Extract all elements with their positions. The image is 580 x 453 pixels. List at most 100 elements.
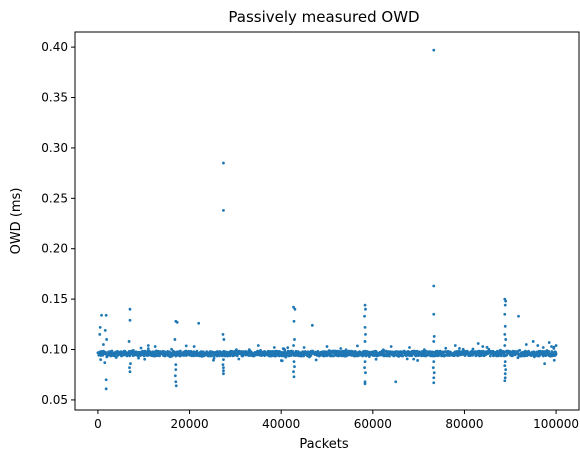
scatter-point — [105, 338, 109, 341]
scatter-point — [550, 350, 554, 353]
scatter-point — [517, 314, 520, 318]
scatter-point — [344, 348, 348, 352]
scatter-point — [503, 312, 507, 316]
scatter-point — [179, 349, 182, 353]
scatter-point — [432, 48, 436, 52]
scatter-point — [401, 354, 405, 358]
scatter-point — [103, 361, 107, 365]
scatter-point — [170, 347, 173, 351]
scatter-point — [503, 372, 507, 376]
scatter-point — [444, 346, 448, 350]
y-tick-label: 0.40 — [41, 40, 68, 54]
scatter-point — [302, 346, 306, 349]
scatter-point — [137, 356, 140, 360]
scatter-point — [485, 345, 489, 349]
scatter-point — [504, 299, 508, 303]
scatter-point — [503, 379, 507, 383]
scatter-point — [432, 371, 436, 375]
scatter-point — [292, 360, 296, 364]
scatter-point — [114, 356, 118, 359]
scatter-point — [292, 305, 295, 309]
plot-frame — [74, 31, 580, 411]
y-tick-label: 0.10 — [41, 343, 68, 357]
scatter-point — [293, 338, 296, 341]
scatter-point — [104, 313, 108, 317]
scatter-point — [222, 209, 225, 212]
y-tick-label: 0.05 — [41, 393, 68, 407]
y-tick-label: 0.25 — [41, 191, 68, 205]
scatter-point — [127, 340, 131, 343]
scatter-point — [503, 344, 507, 347]
scatter-point — [552, 358, 556, 362]
scatter-point — [292, 370, 295, 374]
scatter-point — [405, 357, 409, 361]
scatter-point — [476, 342, 480, 345]
y-axis: 0.05 0.10 0.15 0.20 0.25 0.30 0.35 0.40 — [41, 40, 75, 407]
scatter-point — [128, 307, 132, 311]
scatter-point — [222, 366, 225, 370]
x-tick-label: 60000 — [354, 417, 392, 431]
x-tick-label: 0 — [94, 417, 102, 431]
scatter-point — [547, 341, 551, 344]
y-tick-label: 0.15 — [41, 292, 68, 306]
scatter-point — [222, 358, 225, 361]
scatter-point — [503, 360, 507, 364]
scatter-point — [431, 366, 435, 370]
scatter-point — [293, 307, 297, 311]
scatter-point — [222, 161, 225, 165]
scatter-point — [554, 344, 558, 347]
scatter-point — [184, 344, 188, 348]
scatter-point — [532, 350, 536, 354]
scatter-point — [458, 346, 461, 350]
scatter-point — [173, 338, 177, 341]
scatter-point — [153, 345, 157, 348]
scatter-point — [192, 345, 196, 348]
scatter-point — [103, 328, 107, 332]
scatter-point — [212, 356, 216, 360]
scatter-point — [102, 343, 105, 346]
scatter-point — [504, 368, 508, 372]
scatter-point — [128, 366, 131, 370]
scatter-point — [139, 346, 143, 350]
scatter-point — [128, 370, 132, 374]
scatter-point — [129, 362, 132, 366]
scatter-point — [389, 345, 393, 348]
scatter-point — [104, 378, 108, 382]
scatter-point — [363, 360, 367, 364]
scatter-point — [158, 354, 162, 358]
scatter-point — [363, 340, 367, 343]
scatter-point — [543, 362, 547, 366]
scatter-point — [210, 354, 214, 358]
scatter-point — [374, 357, 378, 361]
scatter-points — [96, 48, 558, 391]
scatter-point — [550, 345, 553, 348]
scatter-point — [146, 347, 150, 351]
scatter-point — [541, 346, 545, 349]
scatter-point — [142, 354, 146, 358]
scatter-point — [174, 380, 178, 384]
scatter-point — [195, 349, 199, 353]
x-tick-label: 20000 — [170, 417, 208, 431]
scatter-point — [174, 363, 178, 367]
scatter-point — [394, 380, 398, 384]
scatter-point — [104, 387, 108, 391]
scatter-point — [146, 344, 150, 347]
scatter-point — [363, 382, 367, 386]
scatter-point — [174, 368, 178, 372]
scatter-point — [222, 338, 226, 341]
scatter-point — [531, 340, 535, 343]
scatter-point — [432, 284, 436, 288]
scatter-point — [422, 348, 426, 352]
scatter-point — [432, 376, 436, 380]
scatter-point — [505, 353, 508, 357]
x-tick-label: 100000 — [533, 417, 579, 431]
scatter-point — [302, 354, 306, 358]
scatter-point — [222, 369, 225, 373]
scatter-point — [552, 347, 556, 350]
scatter-point — [503, 303, 507, 307]
chart-title: Passively measured OWD — [228, 8, 419, 26]
scatter-point — [536, 344, 540, 347]
scatter-point — [363, 303, 367, 307]
scatter-point — [325, 345, 329, 348]
y-tick-label: 0.35 — [41, 91, 68, 105]
